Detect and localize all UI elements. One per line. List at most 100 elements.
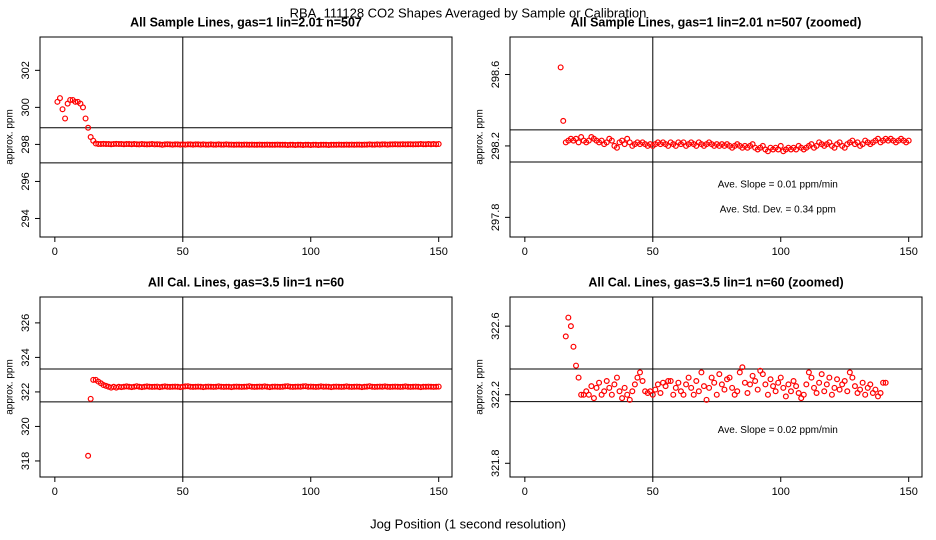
point — [573, 362, 580, 369]
point — [613, 374, 620, 381]
point — [811, 384, 818, 391]
point — [826, 374, 833, 381]
point — [59, 106, 66, 113]
point — [624, 391, 631, 398]
point — [726, 374, 733, 381]
point — [593, 384, 600, 391]
point — [433, 141, 440, 148]
x-tick-label: 150 — [430, 486, 448, 498]
point — [867, 381, 874, 388]
point — [857, 386, 864, 393]
point — [770, 383, 777, 390]
y-tick-label: 322 — [20, 383, 32, 401]
point — [713, 391, 720, 398]
x-tick-label: 100 — [302, 246, 320, 258]
point — [435, 383, 442, 390]
point — [744, 390, 751, 397]
point — [828, 391, 835, 398]
point — [703, 396, 710, 403]
point — [72, 98, 79, 105]
point — [805, 369, 812, 376]
point — [616, 388, 623, 395]
point — [795, 390, 802, 397]
point — [693, 378, 700, 385]
point — [621, 384, 628, 391]
point — [836, 386, 843, 393]
y-tick-label: 296 — [20, 172, 32, 190]
point — [62, 115, 69, 122]
point — [880, 379, 887, 386]
point — [433, 383, 440, 390]
point — [649, 391, 656, 398]
y-tick-label: 322.6 — [490, 312, 502, 340]
point — [841, 378, 848, 385]
point — [611, 381, 618, 388]
x-tick-label: 150 — [430, 246, 448, 258]
point — [603, 378, 610, 385]
point — [711, 379, 718, 386]
point — [821, 388, 828, 395]
y-tick-label: 297.8 — [490, 204, 502, 232]
x-tick-label: 0 — [52, 246, 58, 258]
y-tick-label: 320 — [20, 417, 32, 435]
point — [680, 391, 687, 398]
point — [662, 383, 669, 390]
point — [82, 115, 89, 122]
point — [793, 383, 800, 390]
point — [708, 374, 715, 381]
point — [752, 378, 759, 385]
x-tick-label: 150 — [900, 246, 918, 258]
point — [754, 386, 761, 393]
point — [872, 386, 879, 393]
point — [596, 379, 603, 386]
y-tick-label: 300 — [20, 98, 32, 116]
point — [698, 369, 705, 376]
point — [575, 139, 582, 146]
figure-title: RBA_111128 CO2 Shapes Averaged by Sample… — [290, 5, 647, 20]
point — [621, 141, 628, 148]
point — [672, 384, 679, 391]
point — [585, 391, 592, 398]
y-tick-label: 324 — [20, 348, 32, 366]
point — [747, 381, 754, 388]
y-tick-label: 302 — [20, 61, 32, 79]
y-tick-label: 298.6 — [490, 61, 502, 89]
point — [767, 376, 774, 383]
point — [813, 390, 820, 397]
plot-frame — [39, 36, 453, 238]
y-tick-label: 318 — [20, 452, 32, 470]
annotation: Ave. Slope = 0.02 ppm/min — [718, 425, 838, 436]
x-tick-label: 150 — [900, 486, 918, 498]
point — [85, 124, 92, 131]
point — [790, 378, 797, 385]
annotation: Ave. Slope = 0.01 ppm/min — [718, 180, 838, 191]
point — [729, 384, 736, 391]
point — [818, 371, 825, 378]
point — [608, 137, 615, 144]
y-axis-label: approx. ppm — [5, 109, 16, 165]
plot-frame — [39, 296, 453, 478]
point — [631, 381, 638, 388]
y-tick-label: 298 — [20, 135, 32, 153]
point — [90, 376, 97, 383]
point — [734, 388, 741, 395]
point — [851, 383, 858, 390]
point — [575, 374, 582, 381]
point — [739, 364, 746, 371]
chart-title: All Cal. Lines, gas=3.5 lin=1 n=60 — [148, 275, 344, 289]
point — [785, 381, 792, 388]
point — [683, 381, 690, 388]
point — [772, 388, 779, 395]
point — [700, 383, 707, 390]
point — [862, 391, 869, 398]
point — [562, 333, 569, 340]
point — [557, 64, 564, 71]
point — [667, 378, 674, 385]
point — [905, 137, 912, 144]
y-tick-label: 294 — [20, 209, 32, 227]
point — [782, 393, 789, 400]
point — [777, 374, 784, 381]
point — [657, 390, 664, 397]
point — [613, 144, 620, 151]
point — [619, 395, 626, 402]
